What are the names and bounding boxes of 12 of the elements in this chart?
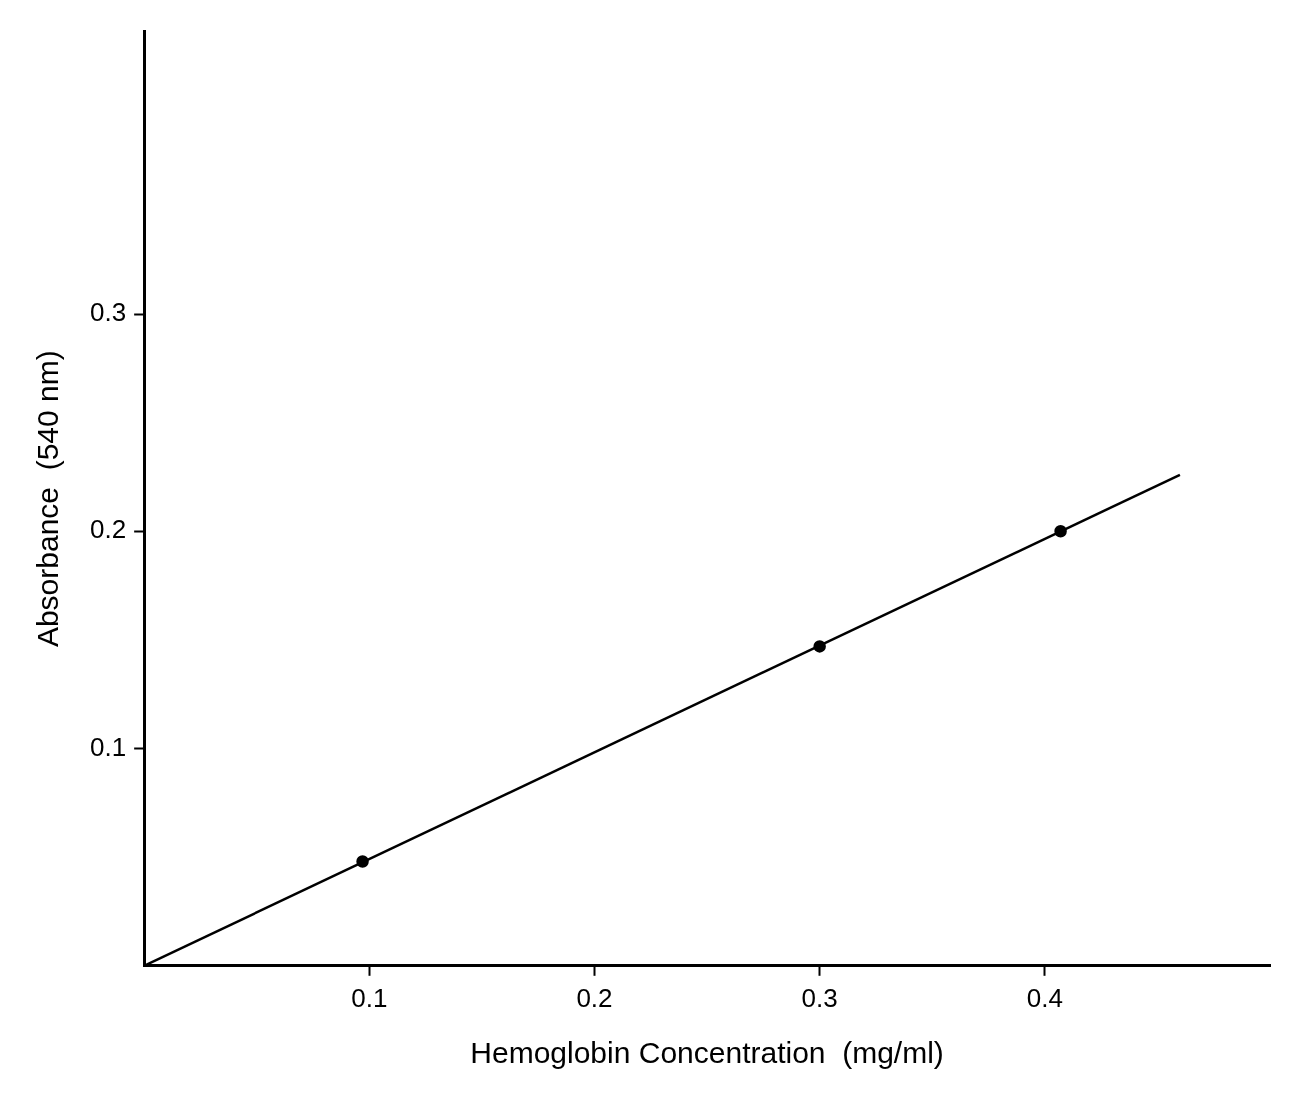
x-tick-label: 0.3 <box>801 982 838 1013</box>
point <box>356 855 369 868</box>
y-tick-label: 0.1 <box>89 731 127 762</box>
point <box>813 640 826 653</box>
x-tick-label: 0.4 <box>1026 982 1063 1013</box>
y-axis-title: Absorbance (540 nm) <box>31 350 65 648</box>
point <box>1054 525 1067 538</box>
x-tick-label: 0.1 <box>351 982 388 1013</box>
x-tick-label: 0.2 <box>576 982 613 1013</box>
y-tick-label: 0.3 <box>89 297 127 328</box>
x-axis-title: Hemoglobin Concentration (mg/ml) <box>470 1036 944 1070</box>
y-tick-label: 0.2 <box>89 514 127 545</box>
